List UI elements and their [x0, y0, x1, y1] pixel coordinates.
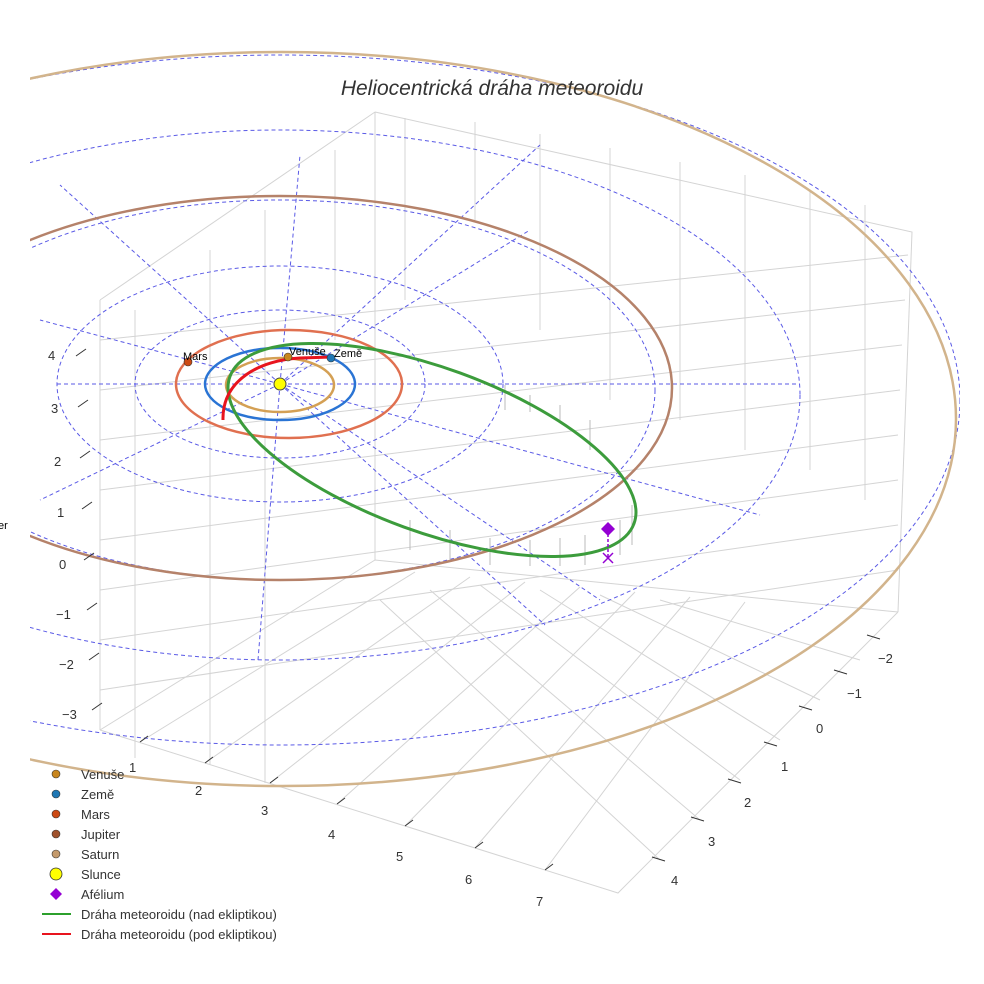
sun-marker[interactable]	[273, 377, 287, 391]
y-tick: −2	[878, 651, 893, 666]
venus-orbit	[224, 356, 336, 414]
z-tick: 2	[54, 454, 61, 469]
x-tick: 7	[536, 894, 543, 909]
y-axis: −2 −1 0 1 2 3 4	[651, 634, 893, 888]
ecliptic-grid	[30, 54, 960, 746]
z-tick: −1	[56, 607, 71, 622]
venus-label: Venuše	[289, 346, 326, 358]
meteoroid-orbit-above	[226, 341, 638, 559]
mars-marker[interactable]	[183, 357, 193, 367]
legend-item[interactable]: Slunce	[81, 867, 121, 882]
legend-marker-sun	[49, 867, 63, 881]
y-tick: 1	[781, 759, 788, 774]
y-tick: 2	[744, 795, 751, 810]
legend-item[interactable]: Afélium	[81, 887, 124, 902]
z-tick: −2	[59, 657, 74, 672]
legend-marker-saturn	[51, 849, 61, 859]
x-axis: 1 2 3 4 5 6 7	[129, 735, 554, 909]
x-tick: 5	[396, 849, 403, 864]
legend-item[interactable]: Saturn	[81, 847, 119, 862]
earth-orbit	[203, 346, 357, 422]
legend-marker-jupiter	[51, 829, 61, 839]
legend-marker-mars	[51, 809, 61, 819]
box-grid	[99, 111, 913, 894]
z-tick: 4	[48, 348, 55, 363]
x-tick: 4	[328, 827, 335, 842]
saturn-orbit	[30, 50, 958, 788]
x-tick: 1	[129, 760, 136, 775]
earth-marker[interactable]	[326, 353, 336, 363]
x-tick: 3	[261, 803, 268, 818]
y-tick: 0	[816, 721, 823, 736]
legend-item[interactable]: Země	[81, 787, 114, 802]
aphelion-projection-x	[602, 552, 614, 564]
legend-item[interactable]: Dráha meteoroidu (nad ekliptikou)	[81, 907, 277, 922]
x-tick: 2	[195, 783, 202, 798]
legend-item[interactable]: Mars	[81, 807, 110, 822]
jupiter-label: er	[0, 520, 8, 532]
y-tick: 3	[708, 834, 715, 849]
legend-item[interactable]: Dráha meteoroidu (pod ekliptikou)	[81, 927, 277, 942]
mars-orbit	[174, 328, 404, 440]
z-tick: 1	[57, 505, 64, 520]
y-tick: 4	[671, 873, 678, 888]
earth-label: Země	[334, 348, 362, 360]
x-tick: 6	[465, 872, 472, 887]
legend-marker-venus	[51, 769, 61, 779]
legend-marker-aphelion	[50, 888, 62, 900]
aphelion-marker[interactable]	[601, 522, 615, 536]
z-tick: −3	[62, 707, 77, 722]
meteoroid-orbit-below	[221, 355, 333, 421]
y-tick: −1	[847, 686, 862, 701]
venus-marker[interactable]	[283, 352, 293, 362]
z-tick: 0	[59, 557, 66, 572]
z-axis: 4 3 2 1 0 −1 −2 −3	[48, 348, 103, 722]
mars-label: Mars	[183, 351, 208, 363]
jupiter-orbit	[30, 194, 674, 582]
legend-item[interactable]: Jupiter	[81, 827, 121, 842]
chart-title: Heliocentrická dráha meteoroidu	[341, 77, 644, 100]
z-tick: 3	[51, 401, 58, 416]
legend-item[interactable]: Venuše	[81, 767, 124, 782]
legend-marker-earth	[51, 789, 61, 799]
legend: Venuše Země Mars Jupiter Saturn Slunce A…	[42, 767, 277, 942]
